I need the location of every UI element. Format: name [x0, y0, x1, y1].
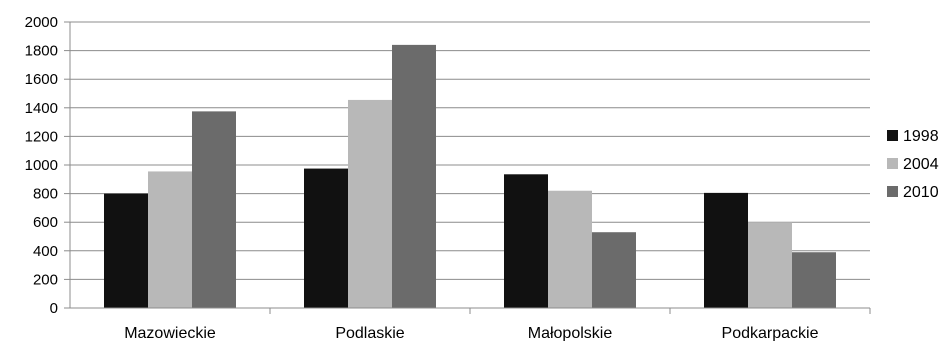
legend-label: 2004 — [903, 156, 939, 173]
bars — [104, 44, 836, 308]
bar-1998-2 — [504, 174, 548, 308]
y-tick-label: 200 — [33, 271, 58, 288]
bar-1998-1 — [304, 168, 348, 308]
y-tick-label: 0 — [50, 300, 58, 317]
y-tick-label: 1800 — [25, 43, 58, 60]
y-tick-label: 600 — [33, 214, 58, 231]
y-tick-label: 400 — [33, 243, 58, 260]
y-tick-label: 1200 — [25, 128, 58, 145]
bar-2004-1 — [348, 99, 392, 308]
axes — [64, 21, 871, 314]
bar-1998-3 — [704, 192, 748, 308]
y-tick-label: 1000 — [25, 157, 58, 174]
bar-2010-2 — [592, 232, 636, 308]
category-label: Małopolskie — [528, 325, 613, 341]
bar-2004-3 — [748, 222, 792, 308]
y-axis-ticks: 0 200 400 600 800 1000 1200 1400 1600 1800 2000 — [25, 14, 58, 317]
category-labels: Mazowieckie Podlaskie Małopolskie Podkarpac… — [124, 325, 818, 341]
legend-label: 1998 — [903, 128, 939, 145]
legend: 1998 2004 2010 — [887, 128, 939, 201]
category-label: Podlaskie — [335, 325, 404, 341]
bar-2004-2 — [548, 190, 592, 308]
bar-2010-1 — [392, 44, 436, 308]
legend-label: 2010 — [903, 184, 939, 201]
bar-2010-3 — [792, 252, 836, 308]
bar-1998-0 — [104, 193, 148, 308]
category-label: Podkarpackie — [722, 325, 819, 341]
bar-2004-0 — [148, 171, 192, 308]
legend-swatch-2004 — [887, 158, 898, 169]
legend-swatch-2010 — [887, 186, 898, 197]
y-tick-label: 800 — [33, 186, 58, 203]
legend-swatch-1998 — [887, 130, 898, 141]
bar-2010-0 — [192, 111, 236, 308]
category-label: Mazowieckie — [124, 325, 216, 341]
y-tick-label: 1400 — [25, 100, 58, 117]
y-tick-label: 1600 — [25, 71, 58, 88]
y-tick-label: 2000 — [25, 14, 58, 31]
